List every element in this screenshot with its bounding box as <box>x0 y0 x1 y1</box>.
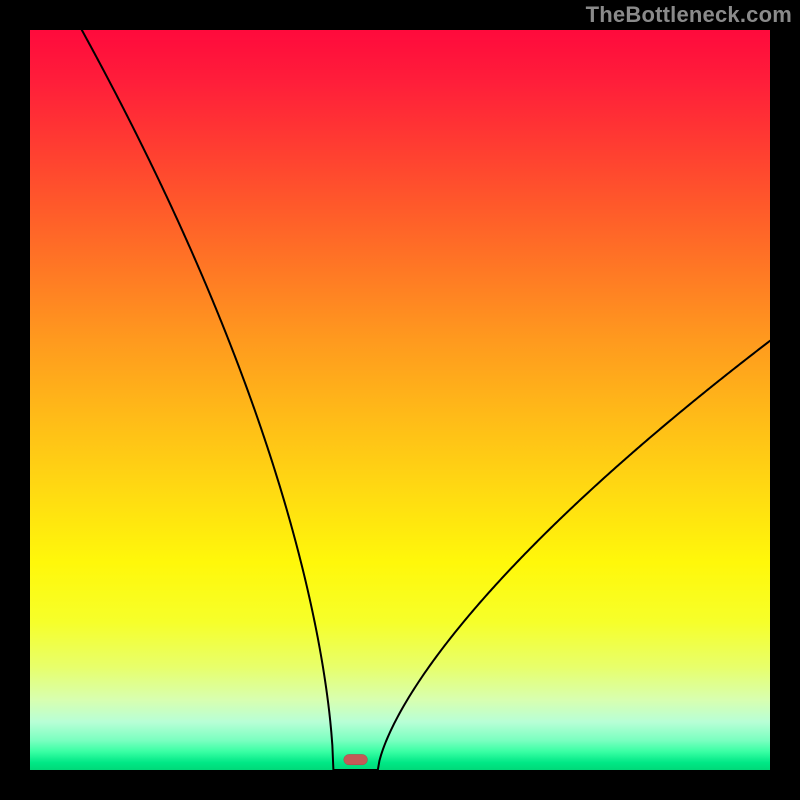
bottleneck-chart <box>30 30 770 770</box>
optimum-marker <box>344 754 368 764</box>
chart-background <box>30 30 770 770</box>
watermark-text: TheBottleneck.com <box>586 2 792 28</box>
